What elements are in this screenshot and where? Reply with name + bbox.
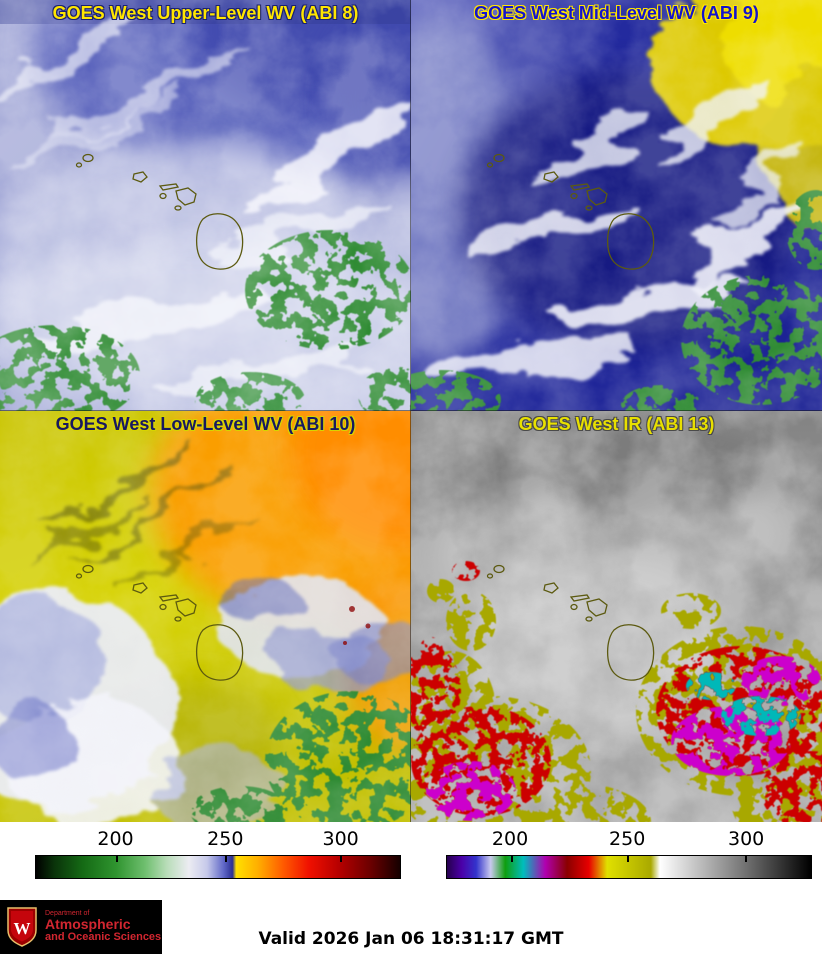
aos-department-logo[interactable]: W Department of Atmospheric and Oceanic …	[0, 900, 162, 954]
logo-line2: and Oceanic Sciences	[45, 931, 162, 944]
wv-colorbar-block: 200 250 300	[35, 826, 401, 884]
wv-colorbar-labels: 200 250 300	[35, 826, 401, 853]
colorbar-tick	[339, 856, 342, 862]
panel-abi10-imagery	[0, 411, 411, 822]
colorbar-tick-label: 250	[609, 828, 646, 850]
footer: W Department of Atmospheric and Oceanic …	[0, 898, 822, 954]
colorbar-tick-label: 300	[727, 828, 765, 850]
colorbar-tick-label: 200	[97, 828, 134, 850]
panel-abi13-imagery	[411, 411, 822, 822]
logo-text-block: Department of Atmospheric and Oceanic Sc…	[45, 910, 161, 945]
panel-divider-horizontal	[0, 410, 822, 411]
panel-abi8-imagery	[0, 0, 411, 411]
colorbar-tick	[627, 856, 630, 862]
ir-colorbar-gradient	[446, 855, 812, 879]
valid-timestamp: Valid 2026 Jan 06 18:31:17 GMT	[258, 929, 564, 949]
colorbar-tick	[510, 856, 513, 862]
colorbar-tick-label: 250	[207, 828, 244, 850]
logo-dept-line: Department of	[45, 909, 90, 917]
panel-divider-vertical	[410, 0, 411, 822]
wv-colorbar-gradient	[35, 855, 401, 879]
colorbar-tick	[116, 856, 119, 862]
panel-title-abi10: GOES West Low-Level WV (ABI 10)	[55, 414, 356, 434]
logo-line1: Atmospheric	[45, 916, 131, 933]
colorbar-tick	[745, 856, 748, 862]
panel-title-abi9: GOES West Mid-Level WV (ABI 9)	[474, 3, 759, 23]
colorbar-tick-label: 200	[491, 828, 529, 850]
ir-colorbar-block: 200 250 300	[446, 826, 812, 884]
ir-colorbar-labels: 200 250 300	[446, 826, 812, 853]
panel-title-abi8: GOES West Upper-Level WV (ABI 8)	[52, 3, 359, 23]
panel-abi9-imagery	[411, 0, 822, 411]
bottom-bar: 200 250 300 200 250 300 W Department of Atmo…	[0, 822, 822, 954]
panel-title-abi13: GOES West IR (ABI 13)	[518, 414, 715, 434]
colorbar-tick	[225, 856, 228, 862]
colorbar-tick-label: 300	[322, 828, 359, 850]
crest-letter: W	[14, 919, 31, 938]
uw-crest-icon: W	[7, 907, 37, 947]
satellite-quadrant-image	[0, 0, 822, 822]
